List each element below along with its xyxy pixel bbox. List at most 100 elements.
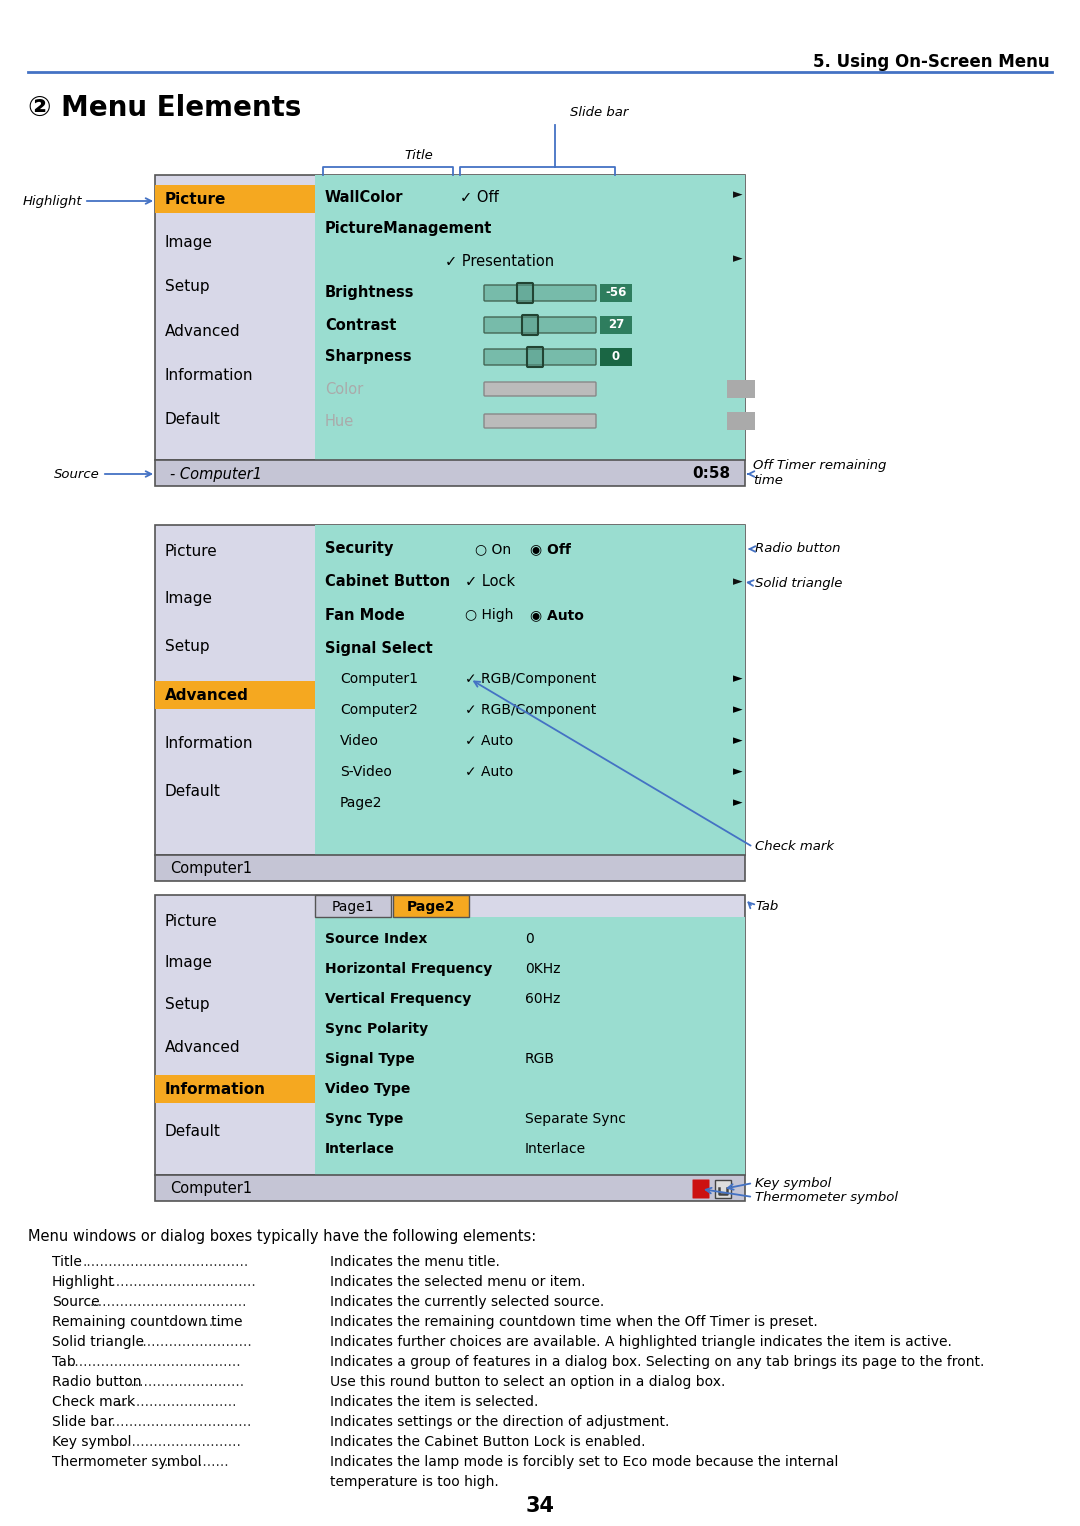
Text: Computer1: Computer1 <box>170 862 252 876</box>
Text: Advanced: Advanced <box>165 324 241 339</box>
Text: Sharpness: Sharpness <box>325 349 411 365</box>
Text: Page2: Page2 <box>340 797 382 810</box>
Text: Source: Source <box>54 467 100 481</box>
Text: ② Menu Elements: ② Menu Elements <box>28 95 301 122</box>
Text: Advanced: Advanced <box>165 688 248 702</box>
Text: Signal Select: Signal Select <box>325 641 433 656</box>
Text: ✓ RGB/Component: ✓ RGB/Component <box>465 671 596 687</box>
Text: Setup: Setup <box>165 998 210 1012</box>
Text: ►: ► <box>733 673 743 685</box>
Text: PictureManagement: PictureManagement <box>325 221 492 237</box>
Text: Tab: Tab <box>755 900 779 914</box>
Text: Indicates the selected menu or item.: Indicates the selected menu or item. <box>330 1276 585 1289</box>
Text: Picture: Picture <box>165 191 227 206</box>
Text: Indicates the Cabinet Button Lock is enabled.: Indicates the Cabinet Button Lock is ena… <box>330 1434 646 1450</box>
Text: .....: ..... <box>201 1315 222 1329</box>
FancyBboxPatch shape <box>484 349 596 365</box>
FancyBboxPatch shape <box>484 414 596 427</box>
Text: Slide bar: Slide bar <box>570 105 629 119</box>
Text: Thermometer symbol: Thermometer symbol <box>52 1454 202 1470</box>
FancyBboxPatch shape <box>315 175 745 459</box>
FancyBboxPatch shape <box>517 282 534 304</box>
Text: Picture: Picture <box>165 914 218 928</box>
Text: Indicates the menu title.: Indicates the menu title. <box>330 1254 500 1270</box>
Text: 0: 0 <box>525 932 534 946</box>
Text: Indicates the remaining countdown time when the Off Timer is preset.: Indicates the remaining countdown time w… <box>330 1315 818 1329</box>
Text: ►: ► <box>733 734 743 748</box>
Text: ✓ Auto: ✓ Auto <box>465 765 513 778</box>
Text: Indicates the currently selected source.: Indicates the currently selected source. <box>330 1296 604 1309</box>
FancyBboxPatch shape <box>484 382 596 397</box>
FancyBboxPatch shape <box>727 412 755 430</box>
Text: Default: Default <box>165 783 221 798</box>
Text: ►: ► <box>733 703 743 717</box>
Text: Indicates further choices are available. A highlighted triangle indicates the it: Indicates further choices are available.… <box>330 1335 951 1349</box>
Text: Computer1: Computer1 <box>340 671 418 687</box>
Text: ►: ► <box>733 766 743 778</box>
Text: Check mark: Check mark <box>52 1395 135 1408</box>
Text: Security: Security <box>325 542 393 557</box>
Text: Title: Title <box>405 150 433 162</box>
Text: Key symbol: Key symbol <box>755 1177 832 1189</box>
Text: ►: ► <box>733 797 743 809</box>
Text: WallColor: WallColor <box>325 189 404 204</box>
Text: - Computer1: - Computer1 <box>170 467 261 482</box>
Text: Source: Source <box>52 1296 99 1309</box>
Text: Highlight: Highlight <box>23 194 82 208</box>
Text: Video: Video <box>340 734 379 748</box>
Text: Title: Title <box>52 1254 82 1270</box>
Text: 27: 27 <box>608 319 624 331</box>
Text: Indicates the lamp mode is forcibly set to Eco mode because the internal: Indicates the lamp mode is forcibly set … <box>330 1454 838 1470</box>
FancyBboxPatch shape <box>315 917 745 1175</box>
Text: Fan Mode: Fan Mode <box>325 607 405 623</box>
Text: ....................................: .................................... <box>90 1296 246 1309</box>
Text: Key symbol: Key symbol <box>52 1434 132 1450</box>
Text: -56: -56 <box>605 287 626 299</box>
Text: 60Hz: 60Hz <box>525 992 561 1006</box>
FancyBboxPatch shape <box>715 1180 731 1198</box>
Text: 0KHz: 0KHz <box>525 961 561 977</box>
Text: Information: Information <box>165 736 254 751</box>
Text: Hue: Hue <box>325 414 354 429</box>
Text: Brightness: Brightness <box>325 285 415 301</box>
Text: Menu windows or dialog boxes typically have the following elements:: Menu windows or dialog boxes typically h… <box>28 1228 537 1244</box>
Text: Slide bar: Slide bar <box>52 1415 113 1428</box>
FancyBboxPatch shape <box>315 896 391 917</box>
Text: Use this round button to select an option in a dialog box.: Use this round button to select an optio… <box>330 1375 726 1389</box>
Text: ✓ Presentation: ✓ Presentation <box>445 253 554 269</box>
Text: Signal Type: Signal Type <box>325 1051 415 1067</box>
Text: Indicates the item is selected.: Indicates the item is selected. <box>330 1395 538 1408</box>
Text: ◉ Auto: ◉ Auto <box>530 607 584 623</box>
Text: .............................: ............................. <box>114 1434 241 1450</box>
Text: Sync Polarity: Sync Polarity <box>325 1022 428 1036</box>
Text: 34: 34 <box>526 1495 554 1515</box>
FancyBboxPatch shape <box>156 175 745 459</box>
Text: Horizontal Frequency: Horizontal Frequency <box>325 961 492 977</box>
Text: temperature is too high.: temperature is too high. <box>330 1476 499 1489</box>
Text: Default: Default <box>165 1123 221 1138</box>
Text: .......................................: ....................................... <box>70 1355 241 1369</box>
Text: .................................: ................................. <box>108 1415 252 1428</box>
Text: ○ High: ○ High <box>465 607 513 623</box>
FancyBboxPatch shape <box>484 285 596 301</box>
Text: ✓ RGB/Component: ✓ RGB/Component <box>465 703 596 717</box>
Text: Remaining countdown time: Remaining countdown time <box>52 1315 243 1329</box>
Text: ......................................: ...................................... <box>83 1254 249 1270</box>
Text: Computer1: Computer1 <box>170 1181 252 1196</box>
Text: ►: ► <box>733 252 743 266</box>
Text: RGB: RGB <box>525 1051 555 1067</box>
FancyBboxPatch shape <box>727 380 755 398</box>
FancyBboxPatch shape <box>156 681 315 710</box>
Text: Interlace: Interlace <box>525 1141 586 1157</box>
Text: ............................: ............................ <box>114 1395 237 1408</box>
Text: Vertical Frequency: Vertical Frequency <box>325 992 471 1006</box>
Text: Cabinet Button: Cabinet Button <box>325 574 450 589</box>
FancyBboxPatch shape <box>600 284 632 302</box>
FancyBboxPatch shape <box>600 316 632 334</box>
FancyBboxPatch shape <box>484 317 596 333</box>
Text: Radio button: Radio button <box>52 1375 141 1389</box>
FancyBboxPatch shape <box>527 346 543 366</box>
Text: Off Timer remaining: Off Timer remaining <box>753 458 887 472</box>
Text: Interlace: Interlace <box>325 1141 395 1157</box>
Text: S-Video: S-Video <box>340 765 392 778</box>
